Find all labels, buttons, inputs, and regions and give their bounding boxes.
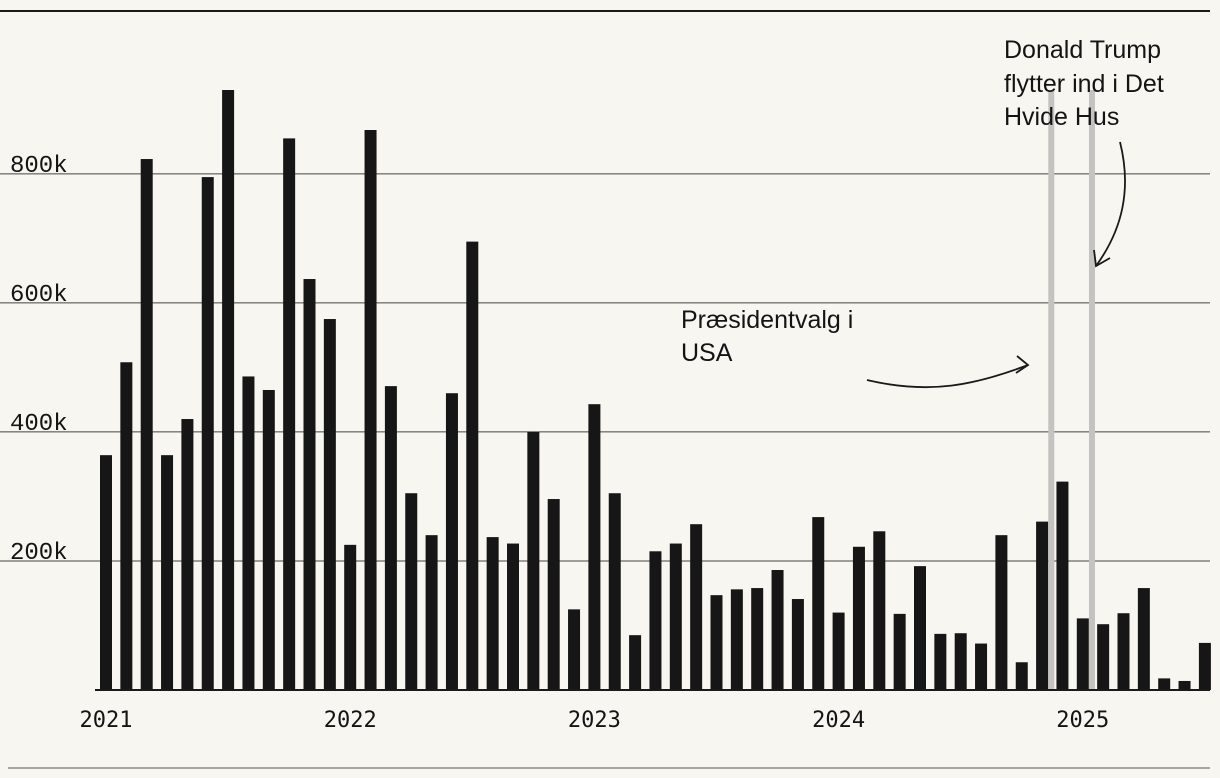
bar xyxy=(629,635,642,690)
bar xyxy=(914,566,926,690)
bar xyxy=(852,546,865,690)
annotation-election-line-1: Præsidentvalg i xyxy=(681,306,853,334)
bar xyxy=(710,595,723,690)
bar xyxy=(1117,613,1130,690)
x-axis-ticks: 2021 2022 2023 2024 2025 xyxy=(80,708,1110,733)
x-tick-label: 2024 xyxy=(812,708,865,733)
annotation-election-arrow xyxy=(866,364,1029,389)
bar xyxy=(425,535,438,690)
bar xyxy=(1036,521,1049,690)
annotation-election-line-2: USA xyxy=(681,339,733,367)
bar xyxy=(527,431,540,690)
bar xyxy=(466,241,479,690)
bar xyxy=(283,138,296,691)
bar xyxy=(669,543,682,690)
bar xyxy=(1198,642,1211,690)
bar xyxy=(568,609,581,690)
annotation-election-arrowhead xyxy=(1015,355,1030,374)
annotation-inauguration-line-3: Hvide Hus xyxy=(1004,103,1119,131)
bar xyxy=(405,493,418,690)
bar xyxy=(323,319,336,690)
bar xyxy=(384,386,397,690)
x-tick-label: 2022 xyxy=(324,708,377,733)
bar xyxy=(140,159,153,691)
bar xyxy=(995,535,1008,690)
bar xyxy=(1178,680,1191,690)
event-lines xyxy=(1048,90,1095,690)
bar xyxy=(222,90,235,690)
bar xyxy=(649,551,662,690)
bar xyxy=(303,279,316,690)
bar xyxy=(791,599,804,690)
bar xyxy=(262,390,275,690)
bar xyxy=(486,537,499,690)
y-tick-label: 200k xyxy=(10,540,68,567)
bar xyxy=(344,544,357,690)
gridlines xyxy=(0,173,1210,562)
y-tick-label: 600k xyxy=(10,282,68,309)
bar xyxy=(730,589,743,690)
annotation-inauguration-line-2: flytter ind i Det xyxy=(1004,70,1164,98)
bar xyxy=(751,588,764,690)
bar xyxy=(242,376,255,690)
bar xyxy=(812,517,825,690)
bar xyxy=(201,177,214,690)
annotation-inauguration-arrow xyxy=(1095,141,1126,267)
bar xyxy=(1137,588,1150,690)
bars xyxy=(100,90,1211,691)
bar xyxy=(690,524,703,690)
bar xyxy=(1076,618,1089,690)
annotation-inauguration-arrowhead xyxy=(1093,249,1111,268)
y-axis-ticks: 200k 400k 600k 800k xyxy=(10,153,68,567)
bar xyxy=(547,499,560,690)
x-tick-label: 2021 xyxy=(80,708,133,733)
bar xyxy=(100,455,112,690)
bar xyxy=(975,643,988,690)
bar xyxy=(120,362,133,690)
bar xyxy=(771,570,784,690)
bar xyxy=(181,419,194,690)
x-tick-label: 2023 xyxy=(568,708,621,733)
bar xyxy=(934,633,947,690)
bar xyxy=(364,130,377,690)
bar xyxy=(1056,481,1069,690)
bar xyxy=(507,543,519,690)
bar xyxy=(832,612,845,690)
bar xyxy=(873,531,886,690)
annotation-inauguration-line-1: Donald Trump xyxy=(1004,36,1161,64)
y-tick-label: 800k xyxy=(10,153,68,180)
bar xyxy=(445,393,458,690)
y-tick-label: 400k xyxy=(10,411,68,438)
bar xyxy=(608,493,621,690)
bar xyxy=(161,455,174,690)
bar xyxy=(893,613,906,690)
bar xyxy=(1015,662,1028,690)
bar xyxy=(588,404,601,690)
x-tick-label: 2025 xyxy=(1056,708,1109,733)
bar xyxy=(954,633,967,690)
bar xyxy=(1158,678,1171,690)
bar xyxy=(1097,624,1110,690)
